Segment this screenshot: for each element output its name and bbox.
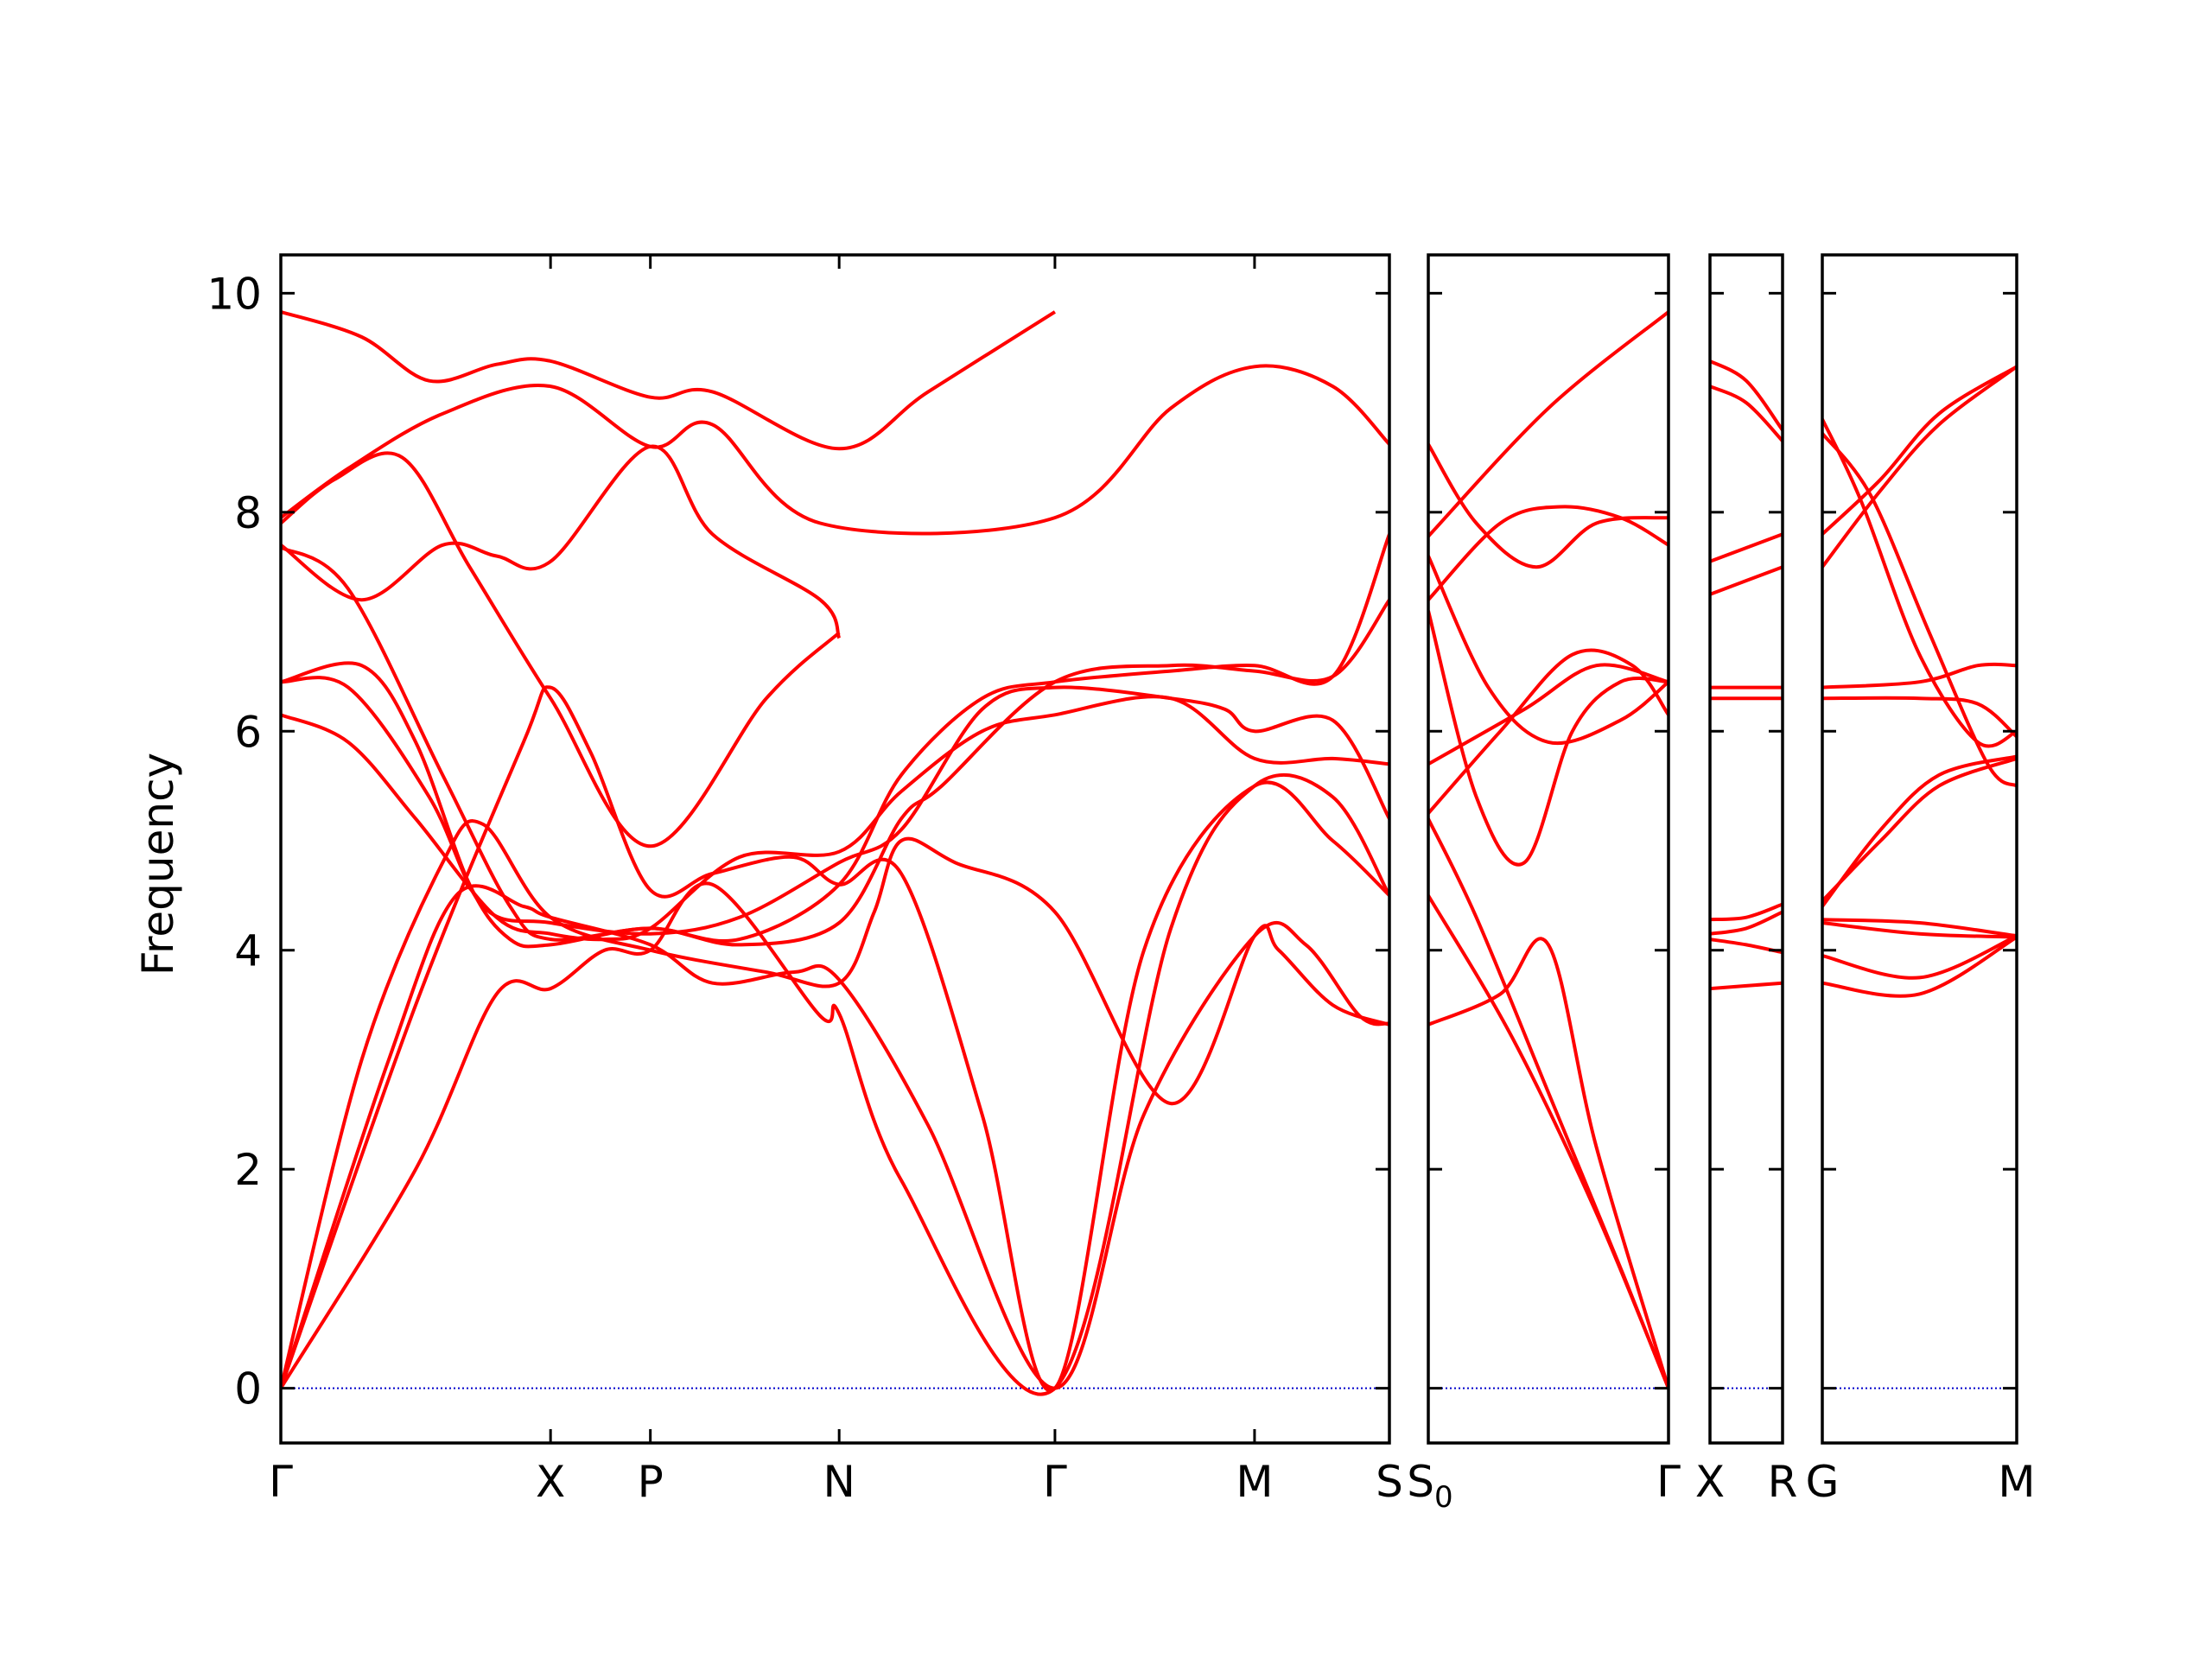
x-tick-label: G: [1806, 1457, 1840, 1507]
panel-frame: [279, 253, 1391, 1445]
band-line-2: [1428, 443, 1669, 569]
band-line-10: [1822, 921, 2017, 939]
band-line-10: [1710, 981, 1783, 991]
band-line-8: [1428, 937, 1669, 1389]
y-tick-label: 8: [234, 488, 262, 538]
y-tick-label: 4: [234, 926, 262, 976]
band-line-6: [281, 599, 1389, 949]
band-line-1: [1710, 359, 1783, 431]
band-line-12: [1822, 935, 2017, 998]
panel-2: S0 Γ: [1407, 253, 1681, 1515]
band-line-9: [1822, 918, 2017, 938]
band-line-4: [1710, 565, 1783, 596]
band-line-1: [1428, 310, 1669, 538]
band-line-7: [1822, 757, 2017, 903]
band-line-4: [1428, 555, 1669, 746]
panel-frame: [1821, 253, 2018, 1445]
y-tick-label: 10: [207, 269, 262, 319]
x-tick-label: Γ: [1656, 1457, 1681, 1507]
panel-frame: [1427, 253, 1670, 1445]
band-line-5: [1428, 610, 1669, 867]
band-line-7: [1428, 648, 1669, 815]
band-line-10: [1428, 817, 1669, 1389]
band-line-4: [1822, 365, 2017, 569]
band-line-2: [1710, 385, 1783, 442]
band-line-3: [1710, 532, 1783, 563]
band-line-3: [281, 451, 841, 849]
y-tick-labels: 0 2 4 6 8 10: [207, 269, 262, 1414]
x-tick-label: M: [1998, 1457, 2035, 1507]
band-line-9: [1428, 894, 1669, 1389]
panel-frame: [1708, 253, 1784, 1445]
band-line-6: [1428, 663, 1669, 766]
band-line-5: [1822, 662, 2017, 690]
band-line-1: [1822, 418, 2017, 748]
band-line-9: [281, 819, 1389, 1389]
band-line-4: [281, 444, 842, 639]
x-tick-label: S0: [1407, 1457, 1452, 1515]
bands: [1710, 359, 1783, 991]
bands: [1428, 310, 1669, 1389]
x-tick-label: S: [1376, 1457, 1403, 1507]
band-line-8: [1822, 754, 2017, 908]
band-line-8: [1710, 910, 1783, 936]
y-tick-label: 2: [234, 1145, 262, 1195]
x-tick-label: X: [536, 1457, 565, 1507]
x-tick-label: R: [1768, 1457, 1798, 1507]
band-line-7: [281, 676, 1389, 936]
y-tick-label: 6: [234, 707, 262, 757]
x-tick-subscript: 0: [1434, 1480, 1453, 1515]
x-tick-label: P: [638, 1457, 664, 1507]
band-line-1: [281, 309, 1056, 451]
bands: [281, 309, 1389, 1396]
band-line-2: [281, 364, 1389, 536]
x-tick-label: Γ: [1043, 1457, 1067, 1507]
bands: [1822, 365, 2017, 998]
band-line-8: [281, 695, 1389, 942]
band-line-11: [281, 772, 1389, 1396]
x-tick-label: M: [1236, 1457, 1273, 1507]
band-line-10: [281, 884, 1389, 1390]
band-line-3: [1428, 505, 1669, 601]
y-axis-label: Frequency: [133, 753, 183, 976]
band-line-6: [1822, 696, 2017, 739]
x-tick-label: X: [1695, 1457, 1725, 1507]
band-line-12: [281, 685, 1389, 1393]
band-line-3: [1822, 365, 2017, 536]
band-line-11: [1822, 934, 2017, 980]
band-line-2: [1822, 432, 2017, 788]
band-line-7: [1710, 902, 1783, 922]
x-tick-label: N: [823, 1457, 855, 1507]
y-tick-label: 0: [234, 1364, 262, 1414]
x-tick-label: Γ: [269, 1457, 293, 1507]
